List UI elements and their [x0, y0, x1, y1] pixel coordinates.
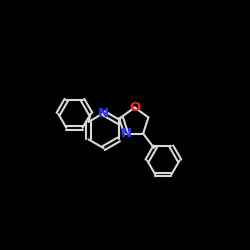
Text: O: O: [129, 101, 140, 114]
Text: N: N: [98, 106, 109, 120]
Text: N: N: [120, 127, 132, 140]
